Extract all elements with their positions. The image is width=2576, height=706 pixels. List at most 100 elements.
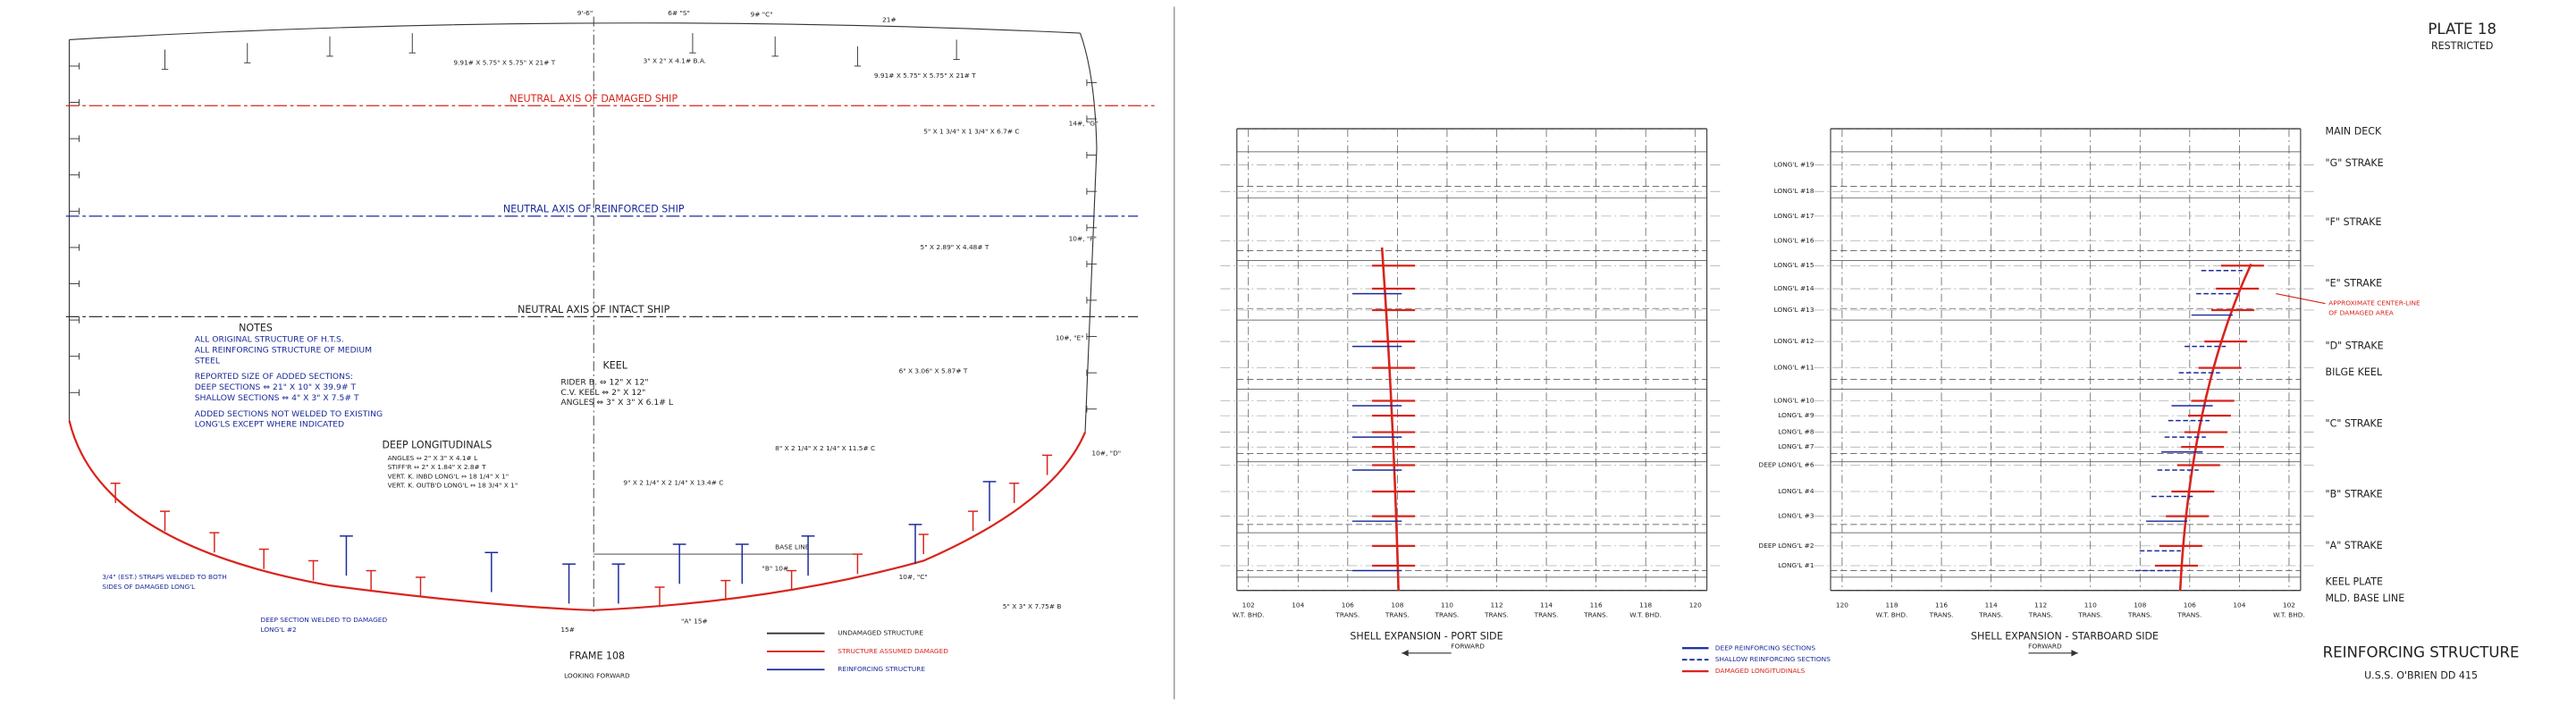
frame-note: TRANS. [1534, 610, 1559, 618]
frame-number: 120 [1836, 601, 1848, 609]
expansion-title: SHELL EXPANSION - PORT SIDE [1350, 630, 1503, 642]
frame-note: TRANS. [2028, 610, 2053, 618]
deep-long-line: VERT. K. INBD LONG'L ⇔ 18 1/4" X 1" [388, 472, 509, 480]
dimension-label: 6# "S" [668, 9, 690, 17]
dimension-label: "B" 10# [762, 565, 788, 573]
dimension-label: 10#, "F" [1069, 235, 1097, 243]
longitudinal-label: LONG'L #16 [1774, 237, 1814, 245]
dimension-label: 9" X 2 1/4" X 2 1/4" X 13.4# C [623, 479, 723, 487]
note-line: ALL ORIGINAL STRUCTURE OF H.T.S. [195, 335, 344, 345]
longitudinal-label: DEEP LONG'L #6 [1759, 460, 1814, 468]
strake-label: MAIN DECK [2326, 126, 2382, 138]
dimension-label: 10#, "C" [899, 573, 928, 581]
frame-note: W.T. BHD. [1876, 610, 1908, 618]
frame-number: 110 [2084, 601, 2097, 609]
hull-section [65, 16, 1155, 671]
frame-note: TRANS. [2077, 610, 2102, 618]
deep-long-line: STIFF'R ⇔ 2" X 1.84" X 2.8# T [388, 463, 486, 471]
expansion-title: SHELL EXPANSION - STARBOARD SIDE [1971, 630, 2159, 642]
dimension-label: 21# [882, 15, 897, 23]
frame-number: 108 [2134, 601, 2146, 609]
dimension-label: 10#, "D" [1091, 450, 1121, 458]
section-subtitle: LOOKING FORWARD [564, 672, 630, 680]
dimension-label: 10#, "E" [1056, 333, 1084, 341]
strake-label: MLD. BASE LINE [2326, 593, 2405, 604]
strake-label: "G" STRAKE [2326, 157, 2384, 169]
annotation: 3/4" (EST.) STRAPS WELDED TO BOTH [102, 573, 226, 581]
keel-line: RIDER B. ⇔ 12" X 12" [560, 378, 648, 388]
note-line: ALL REINFORCING STRUCTURE OF MEDIUM [195, 346, 372, 356]
dimension-label: 9.91# X 5.75" X 5.75" X 21# T [874, 71, 976, 80]
dimension-label: 9'-6" [577, 9, 593, 17]
longitudinal-label: LONG'L #18 [1774, 187, 1814, 195]
strake-label: "A" STRAKE [2326, 540, 2383, 551]
frame-number: 118 [1639, 601, 1652, 609]
dimension-label: 8" X 2 1/4" X 2 1/4" X 11.5# C [775, 444, 875, 452]
dimension-label: 5" X 1 3/4" X 1 3/4" X 6.7# C [923, 128, 1019, 136]
longitudinal-label: LONG'L #3 [1778, 512, 1814, 520]
arrow-head [2071, 650, 2078, 657]
dimension-label: 6" X 3.06" X 5.87# T [899, 366, 968, 374]
main-deck [69, 22, 1081, 40]
legend-label: SHALLOW REINFORCING SECTIONS [1715, 655, 1831, 663]
damaged-bottom [68, 420, 1087, 611]
dimension-label: 9# "C" [751, 11, 773, 19]
strake-label: "C" STRAKE [2326, 417, 2383, 429]
longitudinal-label: LONG'L #9 [1778, 411, 1814, 419]
frame-number: 112 [2034, 601, 2047, 609]
damage-line [2178, 263, 2252, 591]
longitudinal-label: DEEP LONG'L #2 [1759, 542, 1814, 550]
direction: FORWARD [1451, 642, 1485, 650]
notes-title: NOTES [239, 322, 273, 333]
frame-note: TRANS. [1929, 610, 1954, 618]
longitudinal-label: LONG'L #8 [1778, 428, 1814, 436]
frame-number: 106 [1342, 601, 1354, 609]
longitudinal-label: LONG'L #4 [1778, 487, 1814, 495]
annotation: LONG'L #2 [261, 626, 297, 634]
strake-label: BILGE KEEL [2326, 366, 2383, 378]
frame-number: 118 [1885, 601, 1898, 609]
dimension-label: 15# [560, 626, 575, 634]
footer-title: REINFORCING STRUCTURE [2323, 643, 2520, 660]
frame-number: 114 [1985, 601, 1998, 609]
axis-label: NEUTRAL AXIS OF REINFORCED SHIP [503, 203, 685, 214]
note-line: LONG'LS EXCEPT WHERE INDICATED [195, 420, 344, 430]
frame-note: TRANS. [1583, 610, 1608, 618]
frame-note: TRANS. [2176, 610, 2201, 618]
legend-label: STRUCTURE ASSUMED DAMAGED [838, 647, 948, 655]
frame-number: 104 [1292, 601, 1304, 609]
frame-number: 110 [1441, 601, 1453, 609]
dimension-label: 5" X 2.89" X 4.48# T [921, 243, 989, 251]
longitudinal-label: LONG'L #17 [1774, 212, 1814, 220]
frame-note: W.T. BHD. [1233, 610, 1265, 618]
axis-label: NEUTRAL AXIS OF INTACT SHIP [518, 304, 670, 315]
longitudinal-label: LONG'L #11 [1774, 364, 1814, 372]
frame-number: 112 [1490, 601, 1503, 609]
longitudinal-label: LONG'L #13 [1774, 306, 1814, 314]
dimension-label: "A" 15# [681, 618, 708, 626]
deep-long-line: ANGLES ⇔ 2" X 3" X 4.1# L [388, 454, 478, 462]
strake-label: "F" STRAKE [2326, 216, 2382, 228]
plate-subtitle: RESTRICTED [2431, 40, 2493, 52]
annotation: DEEP SECTION WELDED TO DAMAGED [261, 616, 388, 624]
frame-number: 102 [1242, 601, 1255, 609]
frame-note: TRANS. [1978, 610, 2003, 618]
frame-note: W.T. BHD. [2273, 610, 2305, 618]
damage-note: APPROXIMATE CENTER-LINE [2328, 299, 2420, 307]
frame-number: 108 [1391, 601, 1403, 609]
deep-long-line: VERT. K. OUTB'D LONG'L ⇔ 18 3/4" X 1" [388, 482, 518, 490]
footer-ship: U.S.S. O'BRIEN DD 415 [2364, 670, 2478, 682]
frame-note: TRANS. [1484, 610, 1509, 618]
frame-number: 106 [2184, 601, 2196, 609]
keel-title: KEEL [603, 360, 628, 372]
frame-note: W.T. BHD. [1629, 610, 1662, 618]
annotation: SIDES OF DAMAGED LONG'L [102, 583, 196, 591]
frame-number: 102 [2283, 601, 2295, 609]
longitudinal-label: LONG'L #1 [1778, 561, 1814, 569]
longitudinal-label: LONG'L #15 [1774, 261, 1814, 269]
longitudinal-label: LONG'L #7 [1778, 442, 1814, 450]
frame-note: TRANS. [1385, 610, 1410, 618]
deep-long-title: DEEP LONGITUDINALS [382, 439, 492, 450]
